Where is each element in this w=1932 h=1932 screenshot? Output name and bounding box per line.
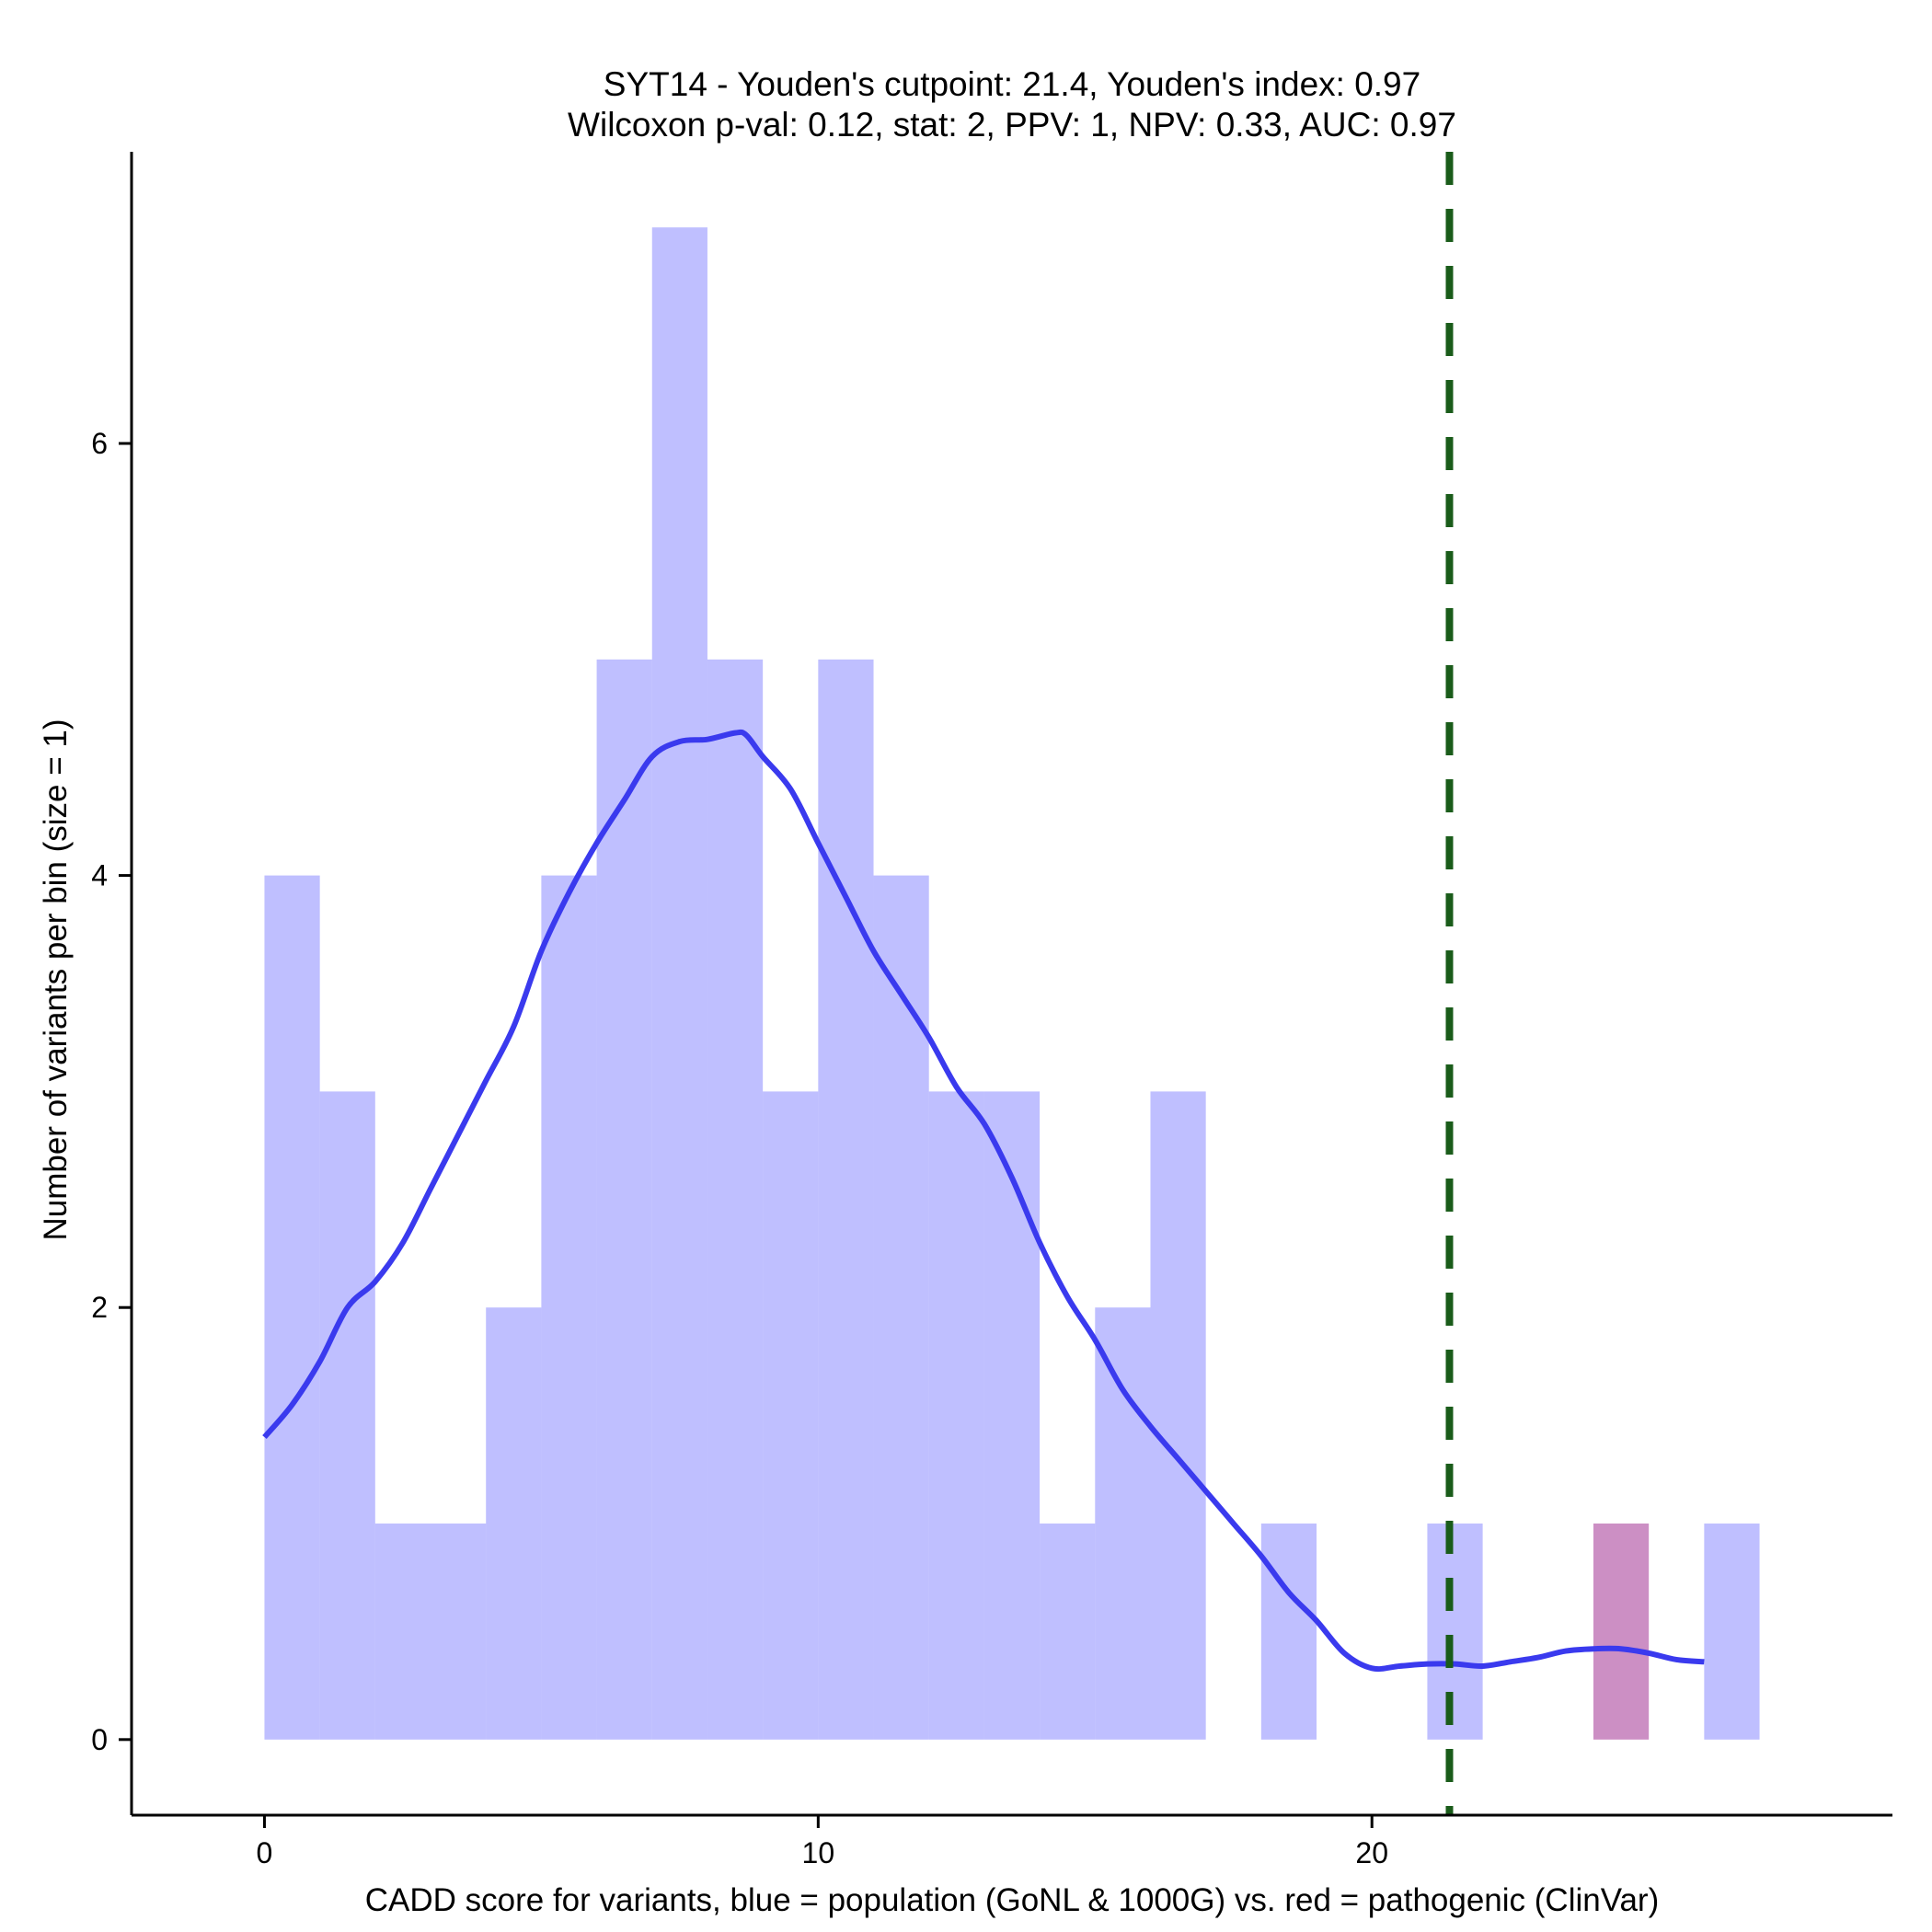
population-bar	[763, 1091, 819, 1740]
y-axis-ticks: 0 2 4 6	[91, 427, 132, 1756]
population-bar	[264, 875, 320, 1740]
population-bar	[873, 875, 929, 1740]
population-bar	[928, 1091, 984, 1740]
population-bar	[541, 875, 597, 1740]
population-bar	[983, 1091, 1041, 1740]
population-bar	[374, 1524, 431, 1740]
y-tick-label: 4	[91, 859, 108, 892]
population-bar	[707, 659, 764, 1740]
chart-title: SYT14 - Youden's cutpoint: 21.4, Youden'…	[568, 65, 1456, 144]
population-bar	[1427, 1524, 1483, 1740]
axes	[130, 152, 1892, 1817]
x-axis-label: CADD score for variants, blue = populati…	[365, 1882, 1660, 1918]
population-bar	[1260, 1524, 1317, 1740]
population-bar	[486, 1307, 542, 1740]
x-tick-label: 10	[802, 1836, 835, 1869]
population-bar	[818, 659, 874, 1740]
y-tick-label: 2	[91, 1291, 108, 1324]
population-bar	[431, 1524, 487, 1740]
population-bar	[1095, 1307, 1151, 1740]
y-tick-label: 0	[91, 1723, 108, 1756]
chart-title-line-2: Wilcoxon p-val: 0.12, stat: 2, PPV: 1, N…	[568, 106, 1456, 144]
density-curve-layer	[262, 729, 1705, 1673]
histogram-bars	[264, 227, 1760, 1740]
x-tick-label: 0	[257, 1836, 273, 1869]
population-bar	[1040, 1524, 1096, 1740]
x-axis-ticks: 0 10 20	[257, 1815, 1388, 1869]
y-tick-label: 6	[91, 427, 108, 460]
density-curve	[262, 729, 1705, 1673]
population-bar	[1704, 1524, 1760, 1740]
population-bar	[651, 227, 707, 1740]
pathogenic-bar	[1593, 1524, 1650, 1740]
population-bar	[319, 1091, 375, 1740]
population-bar	[1150, 1091, 1206, 1740]
population-bar	[596, 659, 652, 1740]
chart-title-line-1: SYT14 - Youden's cutpoint: 21.4, Youden'…	[604, 65, 1420, 103]
x-tick-label: 20	[1355, 1836, 1388, 1869]
y-axis-label: Number of variants per bin (size = 1)	[38, 719, 74, 1240]
